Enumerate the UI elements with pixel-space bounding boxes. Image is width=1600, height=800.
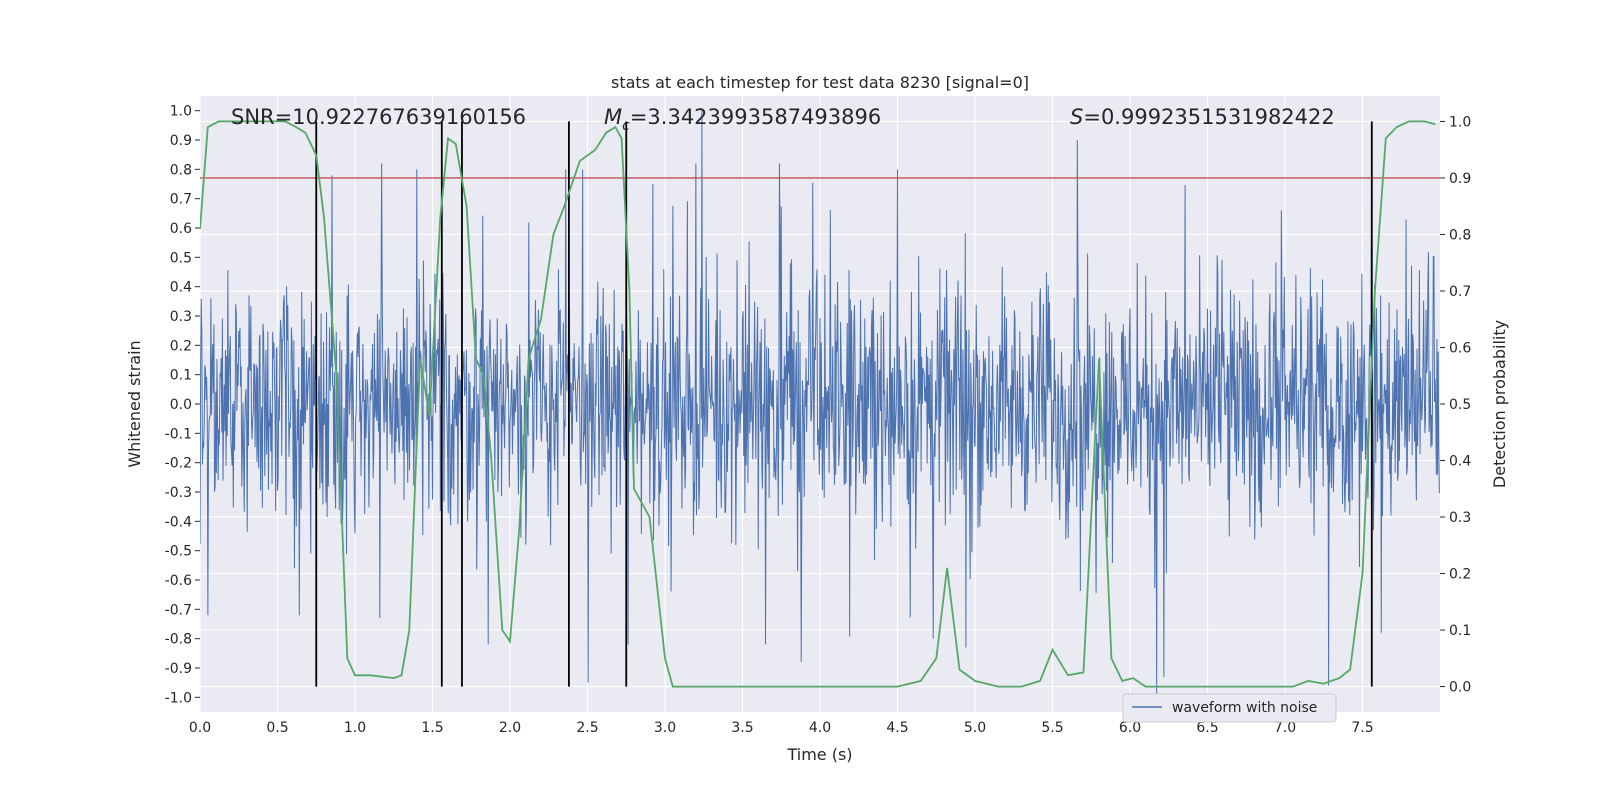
detection-probability-line bbox=[200, 120, 1436, 688]
y2-tick-label: 0.4 bbox=[1449, 454, 1471, 470]
x-tick-label: 6.5 bbox=[1196, 720, 1218, 736]
x-tick-label: 0.0 bbox=[189, 720, 211, 736]
y2-tick-label: 0.3 bbox=[1449, 510, 1471, 526]
s-symbol: S bbox=[1070, 105, 1083, 129]
y2-tick-label: 0.7 bbox=[1449, 284, 1471, 300]
y-axis-ticks: -1.0 -0.9 -0.8 -0.7 -0.6 -0.5 -0.4 -0.3 -0.2 -0.1… bbox=[165, 104, 200, 706]
y2-tick-label: 0.8 bbox=[1449, 227, 1471, 243]
s-value: =0.9992351531982422 bbox=[1083, 105, 1334, 129]
x-tick-label: 0.5 bbox=[266, 720, 288, 736]
mc-subscript: c bbox=[622, 118, 630, 134]
x-tick-label: 4.5 bbox=[886, 720, 908, 736]
y2-tick-label: 0.9 bbox=[1449, 171, 1471, 187]
x-axis-label: Time (s) bbox=[786, 745, 852, 764]
y-tick-label: -0.2 bbox=[165, 456, 192, 472]
waveform-series-line bbox=[200, 110, 1440, 698]
y-tick-label: -0.5 bbox=[165, 544, 192, 560]
legend-label: waveform with noise bbox=[1172, 700, 1317, 716]
mc-symbol: M bbox=[604, 105, 622, 129]
x-tick-label: 1.5 bbox=[421, 720, 443, 736]
y2-tick-label: 0.6 bbox=[1449, 340, 1471, 356]
chirp-mass-annotation: Mc=3.3423993587493896 bbox=[604, 105, 881, 134]
y-tick-label: -0.3 bbox=[165, 485, 192, 501]
vertical-markers bbox=[315, 121, 1373, 687]
y-tick-label: 0.4 bbox=[170, 280, 192, 296]
mc-value: =3.3423993587493896 bbox=[630, 105, 881, 129]
x-tick-label: 7.0 bbox=[1274, 720, 1296, 736]
x-tick-label: 7.5 bbox=[1351, 720, 1373, 736]
y-tick-label: -0.8 bbox=[165, 632, 192, 648]
x-tick-label: 3.5 bbox=[731, 720, 753, 736]
y-tick-label: 0.5 bbox=[170, 250, 192, 266]
y-tick-label: 0.0 bbox=[170, 397, 192, 413]
x-tick-label: 6.0 bbox=[1119, 720, 1141, 736]
y-tick-label: 0.2 bbox=[170, 338, 192, 354]
legend-box bbox=[1122, 693, 1337, 723]
s-annotation: S=0.9992351531982422 bbox=[1070, 105, 1335, 129]
x-tick-label: 2.5 bbox=[576, 720, 598, 736]
y-tick-label: -0.1 bbox=[165, 426, 192, 442]
y-tick-label: -0.4 bbox=[165, 514, 192, 530]
y-tick-label: -0.6 bbox=[165, 573, 192, 589]
x-tick-label: 1.0 bbox=[344, 720, 366, 736]
y2-tick-label: 1.0 bbox=[1449, 114, 1471, 130]
x-tick-label: 3.0 bbox=[654, 720, 676, 736]
y2-tick-label: 0.1 bbox=[1449, 623, 1471, 639]
x-tick-label: 2.0 bbox=[499, 720, 521, 736]
x-axis-ticks: 0.0 0.5 1.0 1.5 2.0 2.5 3.0 3.5 4.0 4.5 5.0 5.5 6.0 6… bbox=[189, 720, 1374, 736]
y-tick-label: 0.3 bbox=[170, 309, 192, 325]
y-tick-label: -0.7 bbox=[165, 602, 192, 618]
y-tick-label: -1.0 bbox=[165, 690, 192, 706]
y2-tick-label: 0.2 bbox=[1449, 567, 1471, 583]
y2-axis-ticks: 0.0 0.1 0.2 0.3 0.4 0.5 0.6 0.7 0.8 0.9 1.0 bbox=[1440, 114, 1471, 696]
legend: waveform with noise bbox=[1122, 693, 1337, 723]
y-tick-label: 0.6 bbox=[170, 221, 192, 237]
y2-axis-label: Detection probability bbox=[1490, 320, 1509, 488]
y-tick-label: 0.8 bbox=[170, 162, 192, 178]
x-tick-label: 4.0 bbox=[809, 720, 831, 736]
y-tick-label: 0.7 bbox=[170, 192, 192, 208]
y-tick-label: 0.9 bbox=[170, 133, 192, 149]
y-tick-label: 0.1 bbox=[170, 368, 192, 384]
y-tick-label: 1.0 bbox=[170, 104, 192, 120]
y-axis-label: Whitened strain bbox=[125, 340, 144, 467]
x-tick-label: 5.5 bbox=[1041, 720, 1063, 736]
y2-tick-label: 0.0 bbox=[1449, 680, 1471, 696]
chart-title: stats at each timestep for test data 823… bbox=[611, 73, 1029, 92]
y-tick-label: -0.9 bbox=[165, 661, 192, 677]
y2-tick-label: 0.5 bbox=[1449, 397, 1471, 413]
snr-annotation: SNR=10.922767639160156 bbox=[231, 105, 526, 129]
x-tick-label: 5.0 bbox=[964, 720, 986, 736]
